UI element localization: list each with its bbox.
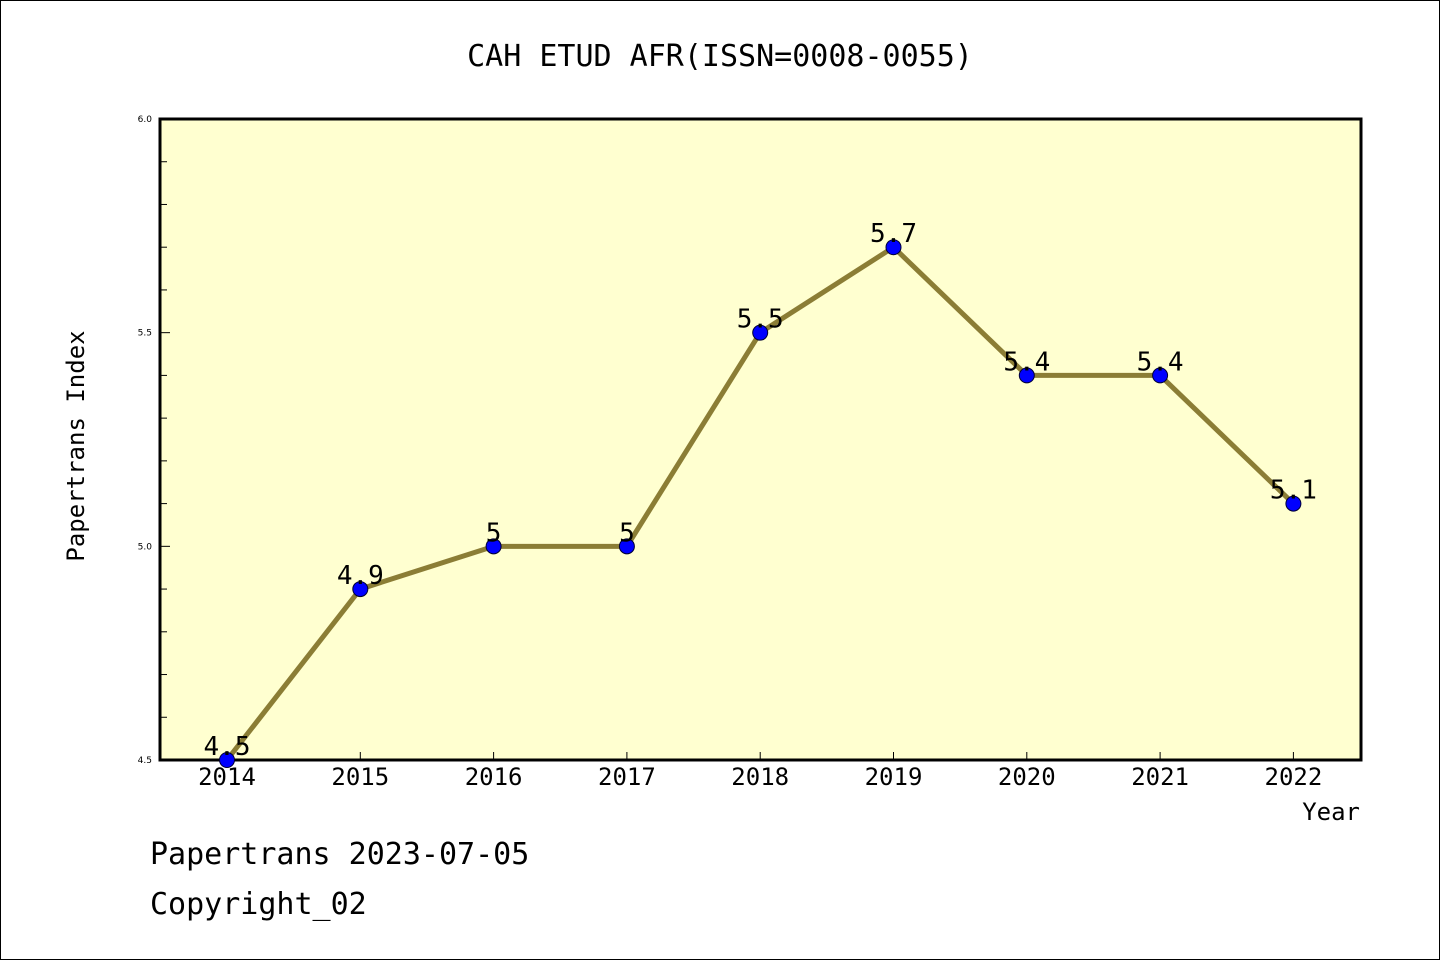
x-axis-title: Year [1302, 798, 1360, 826]
x-tick-label: 2022 [1265, 763, 1323, 791]
footer-copyright: Copyright_02 [150, 887, 367, 922]
x-tick-label: 2020 [998, 763, 1056, 791]
series-line-group [219, 239, 1302, 768]
x-tick-label: 2017 [598, 763, 656, 791]
y-tick-label: 5.0 [138, 542, 153, 552]
x-tick-label: 2021 [1131, 763, 1189, 791]
data-label: 5.4 [1137, 347, 1184, 377]
data-point [885, 239, 902, 256]
x-tick-label: 2019 [865, 763, 923, 791]
y-axis: 4.5 5.0 5.5 6.0 [138, 115, 170, 766]
y-axis-title: Papertrans Index [62, 330, 90, 561]
data-label: 5.1 [1270, 476, 1317, 506]
footer-date: Papertrans 2023-07-05 [150, 837, 529, 872]
data-label: 5 [619, 518, 635, 548]
data-label: 5.5 [737, 305, 784, 335]
data-point [618, 538, 635, 555]
data-point [1285, 495, 1302, 512]
data-label: 4.5 [204, 732, 251, 762]
data-point [352, 581, 369, 598]
data-label: 4.9 [337, 561, 384, 591]
data-label: 5.4 [1003, 347, 1050, 377]
x-tick-label: 2018 [731, 763, 789, 791]
data-point [219, 752, 235, 768]
data-label: 5 [486, 518, 502, 548]
y-tick-label: 4.5 [138, 756, 152, 766]
chart-title: CAH ETUD AFR(ISSN=0008-0055) [467, 39, 973, 74]
y-tick-label: 6.0 [138, 115, 153, 125]
plot-area [158, 117, 1363, 762]
x-tick-label: 2016 [465, 763, 523, 791]
x-axis: 2014 2015 2016 2017 2018 2019 2020 2021 2022 [198, 752, 1322, 791]
x-tick-label: 2015 [331, 763, 389, 791]
y-tick-label: 5.5 [138, 329, 152, 339]
data-labels: 4.5 4.9 5 5 5.5 5.7 5.4 5.4 5.1 [204, 219, 1317, 762]
data-point [1018, 367, 1035, 384]
data-point [752, 324, 769, 341]
data-label: 5.7 [870, 219, 917, 249]
data-point [485, 538, 502, 555]
data-point [1152, 367, 1169, 384]
